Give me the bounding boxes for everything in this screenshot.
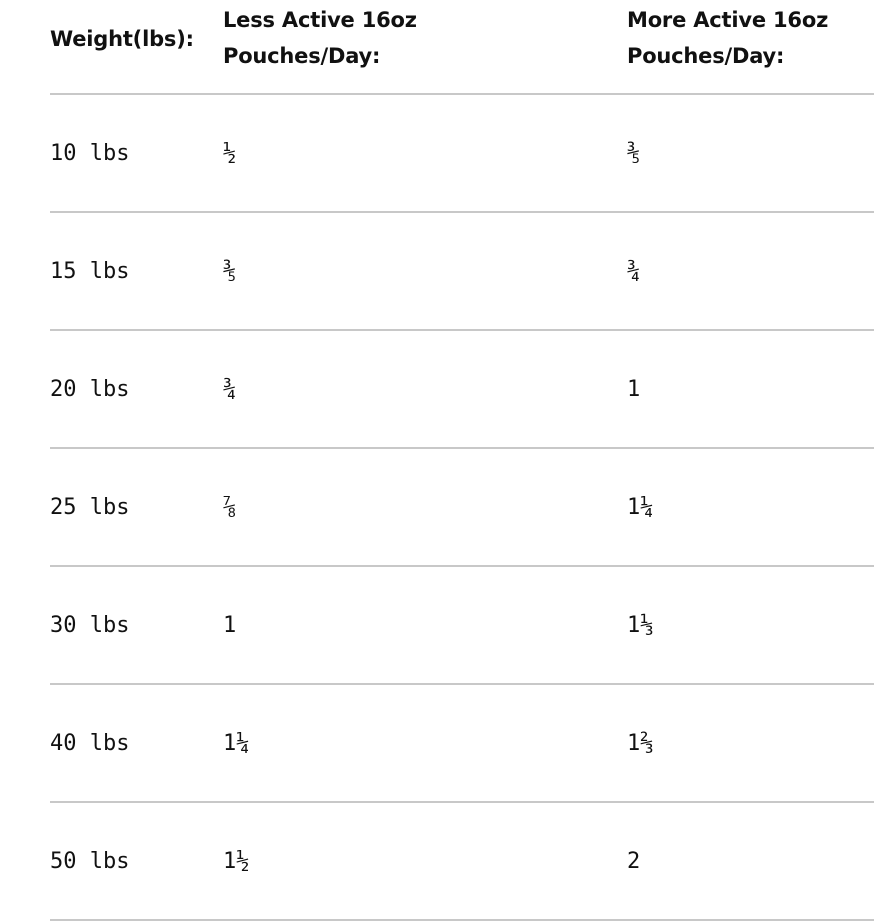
table-row: 15 lbs ⅗ ¾ (50, 213, 874, 331)
less-active-cell: 1¼ (223, 731, 250, 756)
table-row: 40 lbs 1¼ 1⅔ (50, 685, 874, 803)
less-active-cell: ⅗ (223, 259, 237, 284)
more-active-cell: ⅗ (627, 141, 641, 166)
more-active-cell: ¾ (627, 259, 641, 284)
more-active-cell: 1⅓ (627, 613, 654, 638)
weight-cell: 25 lbs (50, 495, 130, 520)
less-active-cell: 1 (223, 613, 237, 638)
header-weight: Weight(lbs): (50, 27, 194, 51)
more-active-cell: 1⅔ (627, 731, 654, 756)
table-row: 30 lbs 1 1⅓ (50, 567, 874, 685)
less-active-cell: ¾ (223, 377, 237, 402)
weight-cell: 15 lbs (50, 259, 130, 284)
weight-cell: 10 lbs (50, 141, 130, 166)
table-row: 20 lbs ¾ 1 (50, 331, 874, 449)
weight-cell: 20 lbs (50, 377, 130, 402)
more-active-cell: 1¼ (627, 495, 654, 520)
less-active-cell: ½ (223, 141, 237, 166)
weight-cell: 30 lbs (50, 613, 130, 638)
table-header: Weight(lbs): Less Active 16oz Pouches/Da… (50, 0, 874, 95)
header-more-active: More Active 16oz Pouches/Day: (627, 8, 829, 68)
less-active-cell: ⅞ (223, 495, 237, 520)
less-active-cell: 1½ (223, 849, 250, 874)
weight-cell: 50 lbs (50, 849, 130, 874)
table-row: 25 lbs ⅞ 1¼ (50, 449, 874, 567)
more-active-cell: 2 (627, 849, 641, 874)
weight-cell: 40 lbs (50, 731, 130, 756)
header-less-active: Less Active 16oz Pouches/Day: (223, 8, 417, 68)
more-active-cell: 1 (627, 377, 641, 402)
table-row: 50 lbs 1½ 2 (50, 803, 874, 921)
feeding-table: Weight(lbs): Less Active 16oz Pouches/Da… (50, 0, 874, 921)
table-row: 10 lbs ½ ⅗ (50, 95, 874, 213)
